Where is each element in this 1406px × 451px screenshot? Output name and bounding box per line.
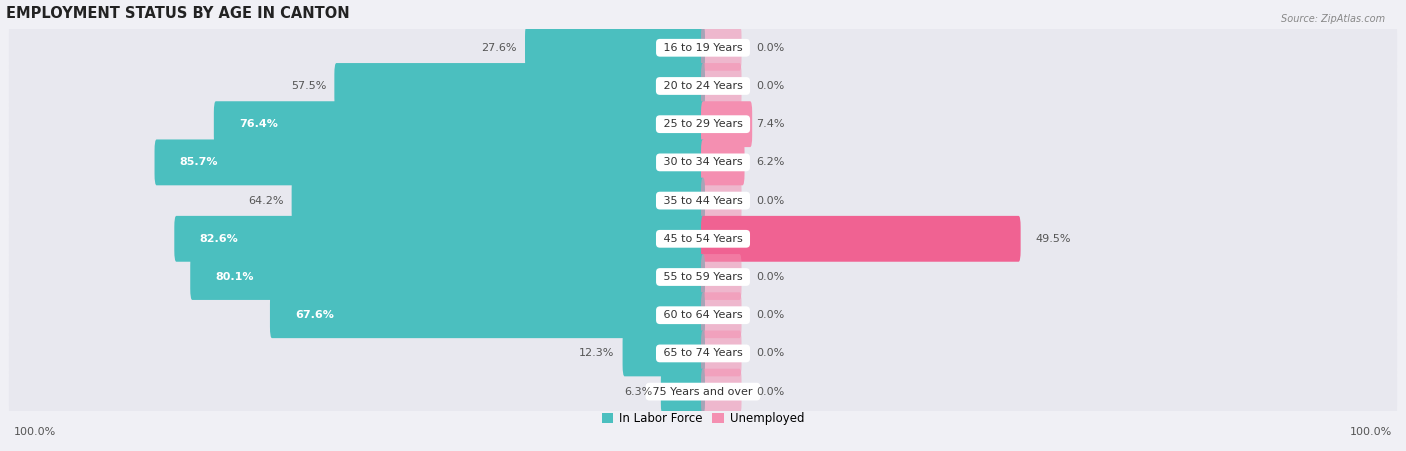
Text: 75 Years and over: 75 Years and over: [650, 387, 756, 396]
Text: 30 to 34 Years: 30 to 34 Years: [659, 157, 747, 167]
Text: 45 to 54 Years: 45 to 54 Years: [659, 234, 747, 244]
FancyBboxPatch shape: [8, 129, 1398, 196]
FancyBboxPatch shape: [702, 25, 741, 71]
FancyBboxPatch shape: [623, 331, 704, 376]
FancyBboxPatch shape: [174, 216, 704, 262]
Text: 60 to 64 Years: 60 to 64 Years: [659, 310, 747, 320]
FancyBboxPatch shape: [8, 281, 1398, 349]
Text: 6.3%: 6.3%: [624, 387, 652, 396]
FancyBboxPatch shape: [702, 254, 741, 300]
FancyBboxPatch shape: [8, 166, 1398, 235]
Text: 57.5%: 57.5%: [291, 81, 326, 91]
FancyBboxPatch shape: [524, 25, 704, 71]
Text: 76.4%: 76.4%: [239, 119, 278, 129]
FancyBboxPatch shape: [214, 101, 704, 147]
FancyBboxPatch shape: [270, 292, 704, 338]
Text: 100.0%: 100.0%: [14, 428, 56, 437]
Text: 0.0%: 0.0%: [756, 387, 785, 396]
Text: 20 to 24 Years: 20 to 24 Years: [659, 81, 747, 91]
FancyBboxPatch shape: [8, 14, 1398, 82]
FancyBboxPatch shape: [8, 90, 1398, 158]
Text: 6.2%: 6.2%: [756, 157, 785, 167]
Text: EMPLOYMENT STATUS BY AGE IN CANTON: EMPLOYMENT STATUS BY AGE IN CANTON: [6, 5, 349, 21]
FancyBboxPatch shape: [702, 101, 752, 147]
FancyBboxPatch shape: [8, 52, 1398, 120]
FancyBboxPatch shape: [702, 139, 745, 185]
Text: 0.0%: 0.0%: [756, 196, 785, 206]
Text: 0.0%: 0.0%: [756, 272, 785, 282]
Text: Source: ZipAtlas.com: Source: ZipAtlas.com: [1281, 14, 1385, 23]
FancyBboxPatch shape: [8, 205, 1398, 273]
FancyBboxPatch shape: [8, 319, 1398, 387]
FancyBboxPatch shape: [291, 178, 704, 224]
Text: 65 to 74 Years: 65 to 74 Years: [659, 349, 747, 359]
Text: 100.0%: 100.0%: [1350, 428, 1392, 437]
Text: 0.0%: 0.0%: [756, 43, 785, 53]
Text: 35 to 44 Years: 35 to 44 Years: [659, 196, 747, 206]
Text: 12.3%: 12.3%: [579, 349, 614, 359]
FancyBboxPatch shape: [8, 358, 1398, 426]
FancyBboxPatch shape: [155, 139, 704, 185]
Text: 16 to 19 Years: 16 to 19 Years: [659, 43, 747, 53]
Legend: In Labor Force, Unemployed: In Labor Force, Unemployed: [598, 407, 808, 430]
Text: 55 to 59 Years: 55 to 59 Years: [659, 272, 747, 282]
FancyBboxPatch shape: [702, 216, 1021, 262]
FancyBboxPatch shape: [190, 254, 704, 300]
FancyBboxPatch shape: [702, 63, 741, 109]
Text: 64.2%: 64.2%: [247, 196, 284, 206]
FancyBboxPatch shape: [8, 243, 1398, 311]
Text: 49.5%: 49.5%: [1035, 234, 1071, 244]
FancyBboxPatch shape: [702, 292, 741, 338]
FancyBboxPatch shape: [702, 178, 741, 224]
FancyBboxPatch shape: [702, 369, 741, 414]
Text: 82.6%: 82.6%: [200, 234, 238, 244]
Text: 0.0%: 0.0%: [756, 81, 785, 91]
FancyBboxPatch shape: [335, 63, 704, 109]
Text: 27.6%: 27.6%: [481, 43, 517, 53]
FancyBboxPatch shape: [661, 369, 704, 414]
Text: 7.4%: 7.4%: [756, 119, 785, 129]
Text: 0.0%: 0.0%: [756, 310, 785, 320]
Text: 0.0%: 0.0%: [756, 349, 785, 359]
Text: 85.7%: 85.7%: [180, 157, 218, 167]
Text: 67.6%: 67.6%: [295, 310, 335, 320]
FancyBboxPatch shape: [702, 331, 741, 376]
Text: 25 to 29 Years: 25 to 29 Years: [659, 119, 747, 129]
Text: 80.1%: 80.1%: [215, 272, 254, 282]
